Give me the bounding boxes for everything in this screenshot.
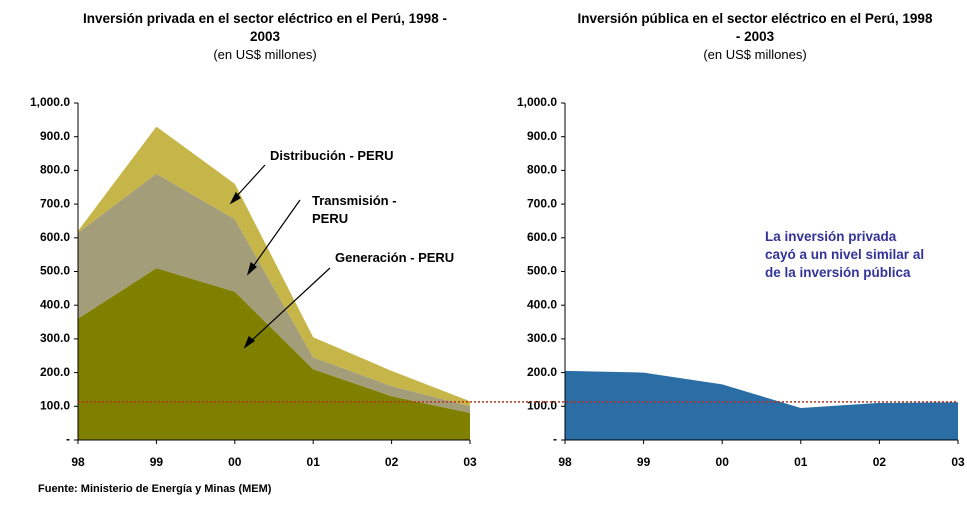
y-tick-label: 300.0 [527,331,557,345]
arrow-head [243,336,256,349]
arrow-head [246,261,257,276]
y-tick-label: 200.0 [40,365,70,379]
x-tick-label: 02 [385,455,399,469]
marks: - 100.0 200.0 300.0 400.0 500.0 600.0 700.0 800.… [30,95,965,469]
area [78,268,470,440]
y-tick-label: - [66,432,70,446]
y-tick-label: 700.0 [527,196,557,210]
arrow [249,267,331,343]
y-tick-label: 100.0 [40,398,70,412]
arrow [251,199,301,269]
chart-subtitle: (en US$ millones) [213,47,317,62]
y-tick-label: 200.0 [527,365,557,379]
arrows [229,164,331,349]
x-tick-label: 99 [637,455,651,469]
y-tick-label: 300.0 [40,331,70,345]
x-tick-label: 98 [558,455,572,469]
y-tick-label: 500.0 [527,264,557,278]
y-tick-label: 500.0 [40,264,70,278]
x-tick-label: 99 [150,455,164,469]
y-tick-label: 800.0 [527,163,557,177]
arrow [234,164,266,199]
x-tick-label: 00 [716,455,730,469]
y-tick-label: 400.0 [527,297,557,311]
x-tick-label: 03 [463,455,477,469]
x-tick-label: 02 [873,455,887,469]
chart-title: Inversión privada en el sector eléctrico… [83,11,447,44]
y-tick-label: 900.0 [527,129,557,143]
y-tick-label: 600.0 [40,230,70,244]
series-label: Distribución - PERU [270,148,394,163]
y-tick-label: 800.0 [40,163,70,177]
y-tick-label: 900.0 [40,129,70,143]
source: Fuente: Ministerio de Energía y Minas (M… [38,483,272,495]
y-tick-label: 600.0 [527,230,557,244]
area [78,126,470,407]
y-tick-label: 700.0 [40,196,70,210]
x-tick-label: 98 [71,455,85,469]
x-tick-label: 01 [307,455,321,469]
x-tick-label: 03 [951,455,965,469]
arrow-head [229,191,241,205]
area [78,173,470,414]
chart-subtitle: (en US$ millones) [703,47,807,62]
chart-title: Inversión pública en el sector eléctrico… [577,11,933,44]
area [565,370,958,440]
series-label: Generación - PERU [335,250,455,265]
y-tick-label: 100.0 [527,398,557,412]
y-tick-label: 400.0 [40,297,70,311]
annotation: La inversión privada cayó a un nivel sim… [765,229,925,280]
y-tick-label: 1,000.0 [30,95,70,109]
y-tick-label: - [553,432,557,446]
x-tick-label: 01 [794,455,808,469]
series-label: Transmisión - PERU [312,193,397,226]
y-tick-label: 1,000.0 [517,95,557,109]
x-tick-label: 00 [228,455,242,469]
